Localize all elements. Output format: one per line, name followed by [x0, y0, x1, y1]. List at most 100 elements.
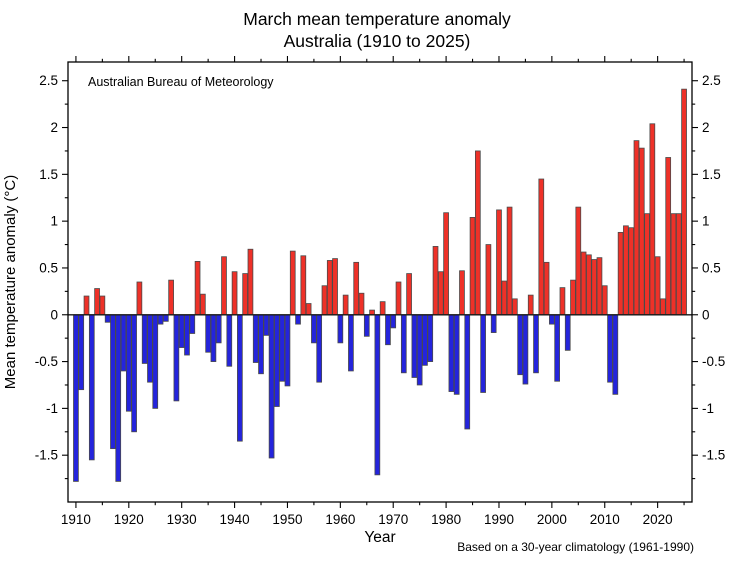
bar-1926	[157, 314, 164, 325]
bar-2017	[638, 147, 645, 316]
bar-1941	[237, 314, 243, 442]
bar-1968	[379, 301, 386, 316]
bar-1919	[120, 314, 127, 372]
y-tick-label-left: -1.5	[35, 448, 58, 463]
bar-1995	[522, 314, 529, 385]
bar-1982	[453, 314, 460, 395]
bar-1955	[311, 314, 317, 344]
x-axis-label: Year	[364, 529, 395, 546]
bar-1961	[342, 294, 349, 316]
y-tick-label-left: 1.5	[39, 167, 58, 182]
x-tick-label: 1970	[378, 512, 408, 527]
bar-1988	[485, 244, 492, 316]
y-tick-label-right: -1.5	[702, 448, 725, 463]
bar-1985	[469, 216, 476, 316]
y-tick-label-left: 2.5	[39, 73, 58, 88]
bar-2016	[633, 140, 640, 316]
y-tick-label-left: -0.5	[35, 354, 58, 369]
bar-1965	[363, 314, 370, 337]
bar-1910	[73, 314, 79, 482]
bar-1973	[406, 273, 412, 316]
y-tick-label-left: 1	[50, 214, 58, 229]
chart-subtitle: Australia (1910 to 2025)	[284, 31, 471, 51]
bar-1916	[104, 314, 111, 323]
bar-1970	[390, 314, 397, 329]
bar-1951	[289, 250, 296, 316]
bar-1969	[385, 314, 391, 346]
bar-2011	[607, 314, 613, 383]
x-tick-label: 1910	[61, 512, 91, 527]
bar-2014	[623, 225, 629, 316]
bar-1930	[178, 314, 185, 348]
bar-1981	[448, 314, 455, 392]
bar-1912	[83, 295, 90, 316]
bar-1978	[432, 246, 439, 316]
y-tick-label-right: 2	[702, 120, 710, 135]
bar-1944	[252, 314, 259, 363]
bar-1942	[242, 273, 248, 316]
bar-1918	[115, 314, 122, 482]
bar-1987	[480, 314, 486, 393]
y-tick-label-right: 1	[702, 214, 710, 229]
bar-1990	[496, 209, 502, 316]
bar-1940	[231, 271, 238, 316]
bar-1949	[279, 314, 286, 382]
bar-2019	[649, 123, 656, 316]
y-axis-label: Mean temperature anomaly (°C)	[2, 175, 19, 389]
x-tick-label: 1980	[431, 512, 461, 527]
bar-1966	[369, 309, 375, 316]
footnote: Based on a 30-year climatology (1961-199…	[457, 540, 694, 554]
bar-1964	[358, 292, 365, 316]
bar-1996	[527, 294, 534, 316]
chart-title: March mean temperature anomaly	[243, 9, 511, 29]
bar-2015	[628, 227, 635, 316]
bar-1989	[490, 314, 497, 333]
bar-1931	[184, 314, 190, 356]
bar-1946	[263, 314, 270, 336]
bar-1972	[400, 314, 407, 374]
bar-1921	[131, 314, 137, 433]
bar-1929	[173, 314, 180, 402]
bar-1976	[422, 314, 428, 366]
y-tick-label-left: 0	[50, 307, 58, 322]
bar-1943	[247, 248, 254, 316]
bar-1914	[94, 288, 100, 316]
bar-1936	[210, 314, 217, 362]
bar-2002	[559, 287, 566, 316]
bar-1984	[464, 314, 471, 430]
bar-1959	[332, 258, 338, 316]
bar-1979	[437, 271, 444, 316]
axis-frame	[67, 61, 693, 503]
x-tick-label: 2020	[643, 512, 673, 527]
bar-2021	[660, 298, 666, 316]
bar-2012	[612, 314, 619, 395]
bar-2007	[586, 254, 592, 316]
bar-1928	[168, 279, 174, 316]
bar-1998	[538, 178, 545, 316]
bar-1933	[194, 260, 201, 316]
bar-1958	[326, 260, 333, 316]
bar-1960	[337, 314, 344, 344]
bar-1962	[348, 314, 354, 372]
bar-1945	[258, 314, 264, 375]
bar-1986	[474, 150, 481, 316]
bar-1953	[300, 255, 307, 316]
y-tick-label-left: 2	[50, 120, 58, 135]
bar-2024	[675, 213, 682, 316]
bar-2023	[670, 213, 677, 316]
bar-1915	[99, 295, 106, 316]
bar-2013	[617, 231, 624, 316]
bar-1938	[221, 256, 227, 316]
bar-1956	[316, 314, 323, 383]
bar-1950	[284, 314, 291, 387]
bar-1935	[205, 314, 211, 353]
bar-2008	[591, 259, 598, 316]
bar-2009	[596, 257, 603, 316]
bar-1934	[200, 293, 206, 316]
bar-1922	[136, 281, 143, 316]
bar-1957	[321, 285, 328, 316]
bar-1977	[427, 314, 434, 362]
bar-1971	[395, 281, 402, 316]
bar-1947	[268, 314, 275, 459]
